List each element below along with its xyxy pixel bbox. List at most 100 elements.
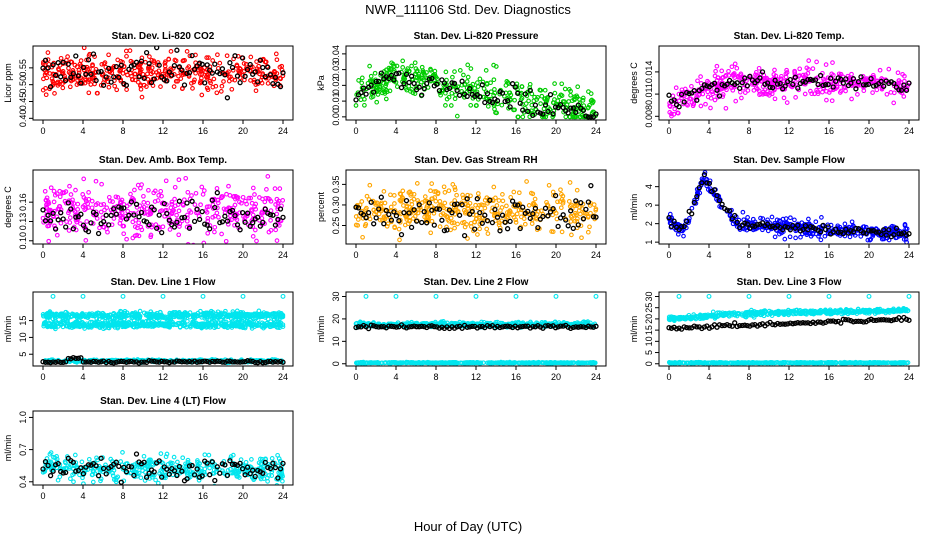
y-tick-label: 0.01 (331, 92, 341, 110)
data-point (118, 358, 124, 365)
data-point (738, 71, 744, 77)
data-point (773, 73, 779, 79)
data-point (824, 97, 829, 103)
data-point (411, 196, 417, 202)
data-point (64, 219, 69, 224)
data-point (280, 214, 286, 221)
data-point (221, 79, 226, 84)
data-point (190, 86, 195, 91)
data-point (726, 68, 731, 74)
data-point (502, 98, 508, 105)
data-point (520, 114, 526, 120)
data-point (96, 322, 101, 327)
data-point (42, 218, 49, 224)
data-point (84, 219, 90, 224)
data-point (863, 224, 869, 230)
data-point (162, 63, 168, 69)
data-point (676, 98, 682, 104)
data-point (66, 65, 71, 71)
data-point (251, 311, 257, 317)
data-point (468, 102, 474, 108)
data-point (244, 213, 250, 219)
data-point (805, 71, 811, 76)
data-point (373, 202, 378, 207)
data-point (274, 325, 280, 330)
data-point (45, 57, 51, 62)
data-point (409, 87, 414, 92)
data-point (215, 197, 221, 203)
data-point (85, 243, 89, 244)
series-hourly (353, 70, 599, 120)
data-point (60, 359, 66, 366)
data-point (226, 74, 232, 79)
data-point (813, 219, 819, 225)
data-point (372, 211, 377, 217)
data-point (232, 359, 238, 365)
data-point (95, 69, 102, 75)
data-point (171, 322, 176, 328)
data-point (222, 72, 228, 78)
data-point (203, 322, 209, 328)
data-point (99, 181, 104, 187)
data-point (133, 201, 140, 207)
data-point (223, 238, 229, 244)
data-point (886, 227, 892, 233)
data-point (199, 184, 205, 190)
data-point (716, 93, 723, 99)
data-point (227, 193, 233, 198)
data-point (371, 89, 377, 95)
data-point (719, 201, 725, 207)
x-tick-label: 8 (433, 126, 438, 136)
data-point (448, 215, 454, 221)
data-point (732, 61, 738, 67)
data-point (370, 94, 376, 99)
data-point (50, 321, 56, 326)
data-point (712, 97, 718, 103)
data-point (125, 72, 130, 78)
data-point (277, 186, 283, 191)
data-point (129, 315, 135, 321)
data-point (276, 198, 282, 204)
data-point (586, 105, 591, 110)
data-point (209, 358, 215, 365)
data-point (792, 74, 798, 80)
data-point (41, 313, 46, 319)
panel-title: Stan. Dev. Gas Stream RH (414, 155, 537, 166)
data-point (176, 64, 183, 70)
data-point (755, 86, 760, 92)
data-point (174, 212, 179, 218)
data-point (44, 323, 50, 329)
data-point (176, 177, 182, 183)
data-point (138, 58, 145, 64)
data-point (508, 194, 514, 200)
data-point (508, 166, 512, 170)
data-point (169, 359, 175, 365)
data-point (734, 80, 740, 86)
data-point (402, 76, 408, 82)
data-point (135, 182, 141, 188)
data-point (106, 194, 112, 200)
data-point (151, 76, 157, 82)
data-point (474, 89, 480, 95)
y-tick-label: 0.40 (18, 110, 28, 128)
data-point (273, 227, 279, 233)
data-point (545, 108, 551, 115)
data-point (138, 209, 145, 216)
data-point (733, 98, 739, 104)
data-point (790, 81, 796, 88)
y-tick-label: 0.50 (18, 76, 28, 94)
data-point (254, 323, 260, 329)
data-point (160, 224, 166, 230)
data-point (398, 191, 404, 197)
data-point (691, 88, 697, 94)
data-point (464, 93, 470, 100)
data-point (127, 48, 133, 53)
data-point (151, 58, 157, 64)
data-point (445, 214, 450, 219)
data-point (849, 96, 854, 102)
series-samples (40, 174, 286, 244)
data-point (176, 232, 182, 238)
data-point (428, 66, 433, 72)
data-point (855, 79, 862, 85)
series-samples (40, 46, 286, 100)
